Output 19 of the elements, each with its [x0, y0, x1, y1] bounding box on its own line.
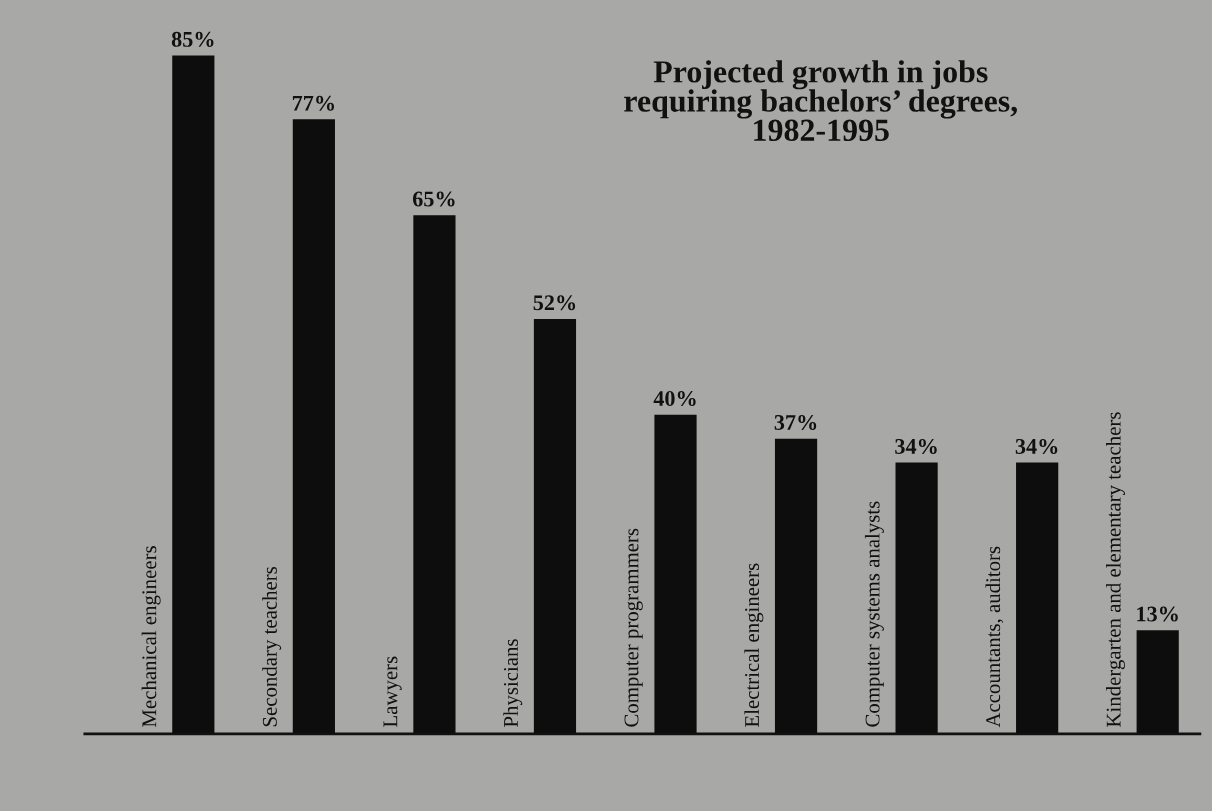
data-label: 34%	[1015, 438, 1058, 454]
x-tick-label: Kindergarten and elementary teachers	[1106, 412, 1125, 727]
data-label: 65%	[412, 191, 455, 207]
x-tick-label: Lawyers	[383, 656, 402, 727]
x-tick-label: Mechanical engineers	[141, 546, 161, 727]
text: Projected growth in jobs requiring bachelors’ degrees, 1982-1995	[624, 60, 1017, 142]
x-tick-label: Electrical engineers	[744, 563, 764, 727]
x-tick-label: Computer programmers	[624, 528, 643, 727]
data-label: 37%	[774, 414, 817, 431]
x-tick-label: Computer systems analysts	[864, 501, 884, 727]
x-tick-label: Accountants, auditors	[985, 546, 1004, 728]
data-label: 40%	[653, 391, 696, 407]
data-label: 52%	[533, 295, 576, 311]
x-tick-label: Secondary teachers	[262, 566, 282, 727]
x-tick-label: Physicians	[503, 639, 523, 727]
data-label: 77%	[292, 95, 335, 111]
data-label: 85%	[171, 31, 214, 47]
data-label: 13%	[1137, 606, 1178, 622]
data-label: 34%	[895, 438, 937, 454]
